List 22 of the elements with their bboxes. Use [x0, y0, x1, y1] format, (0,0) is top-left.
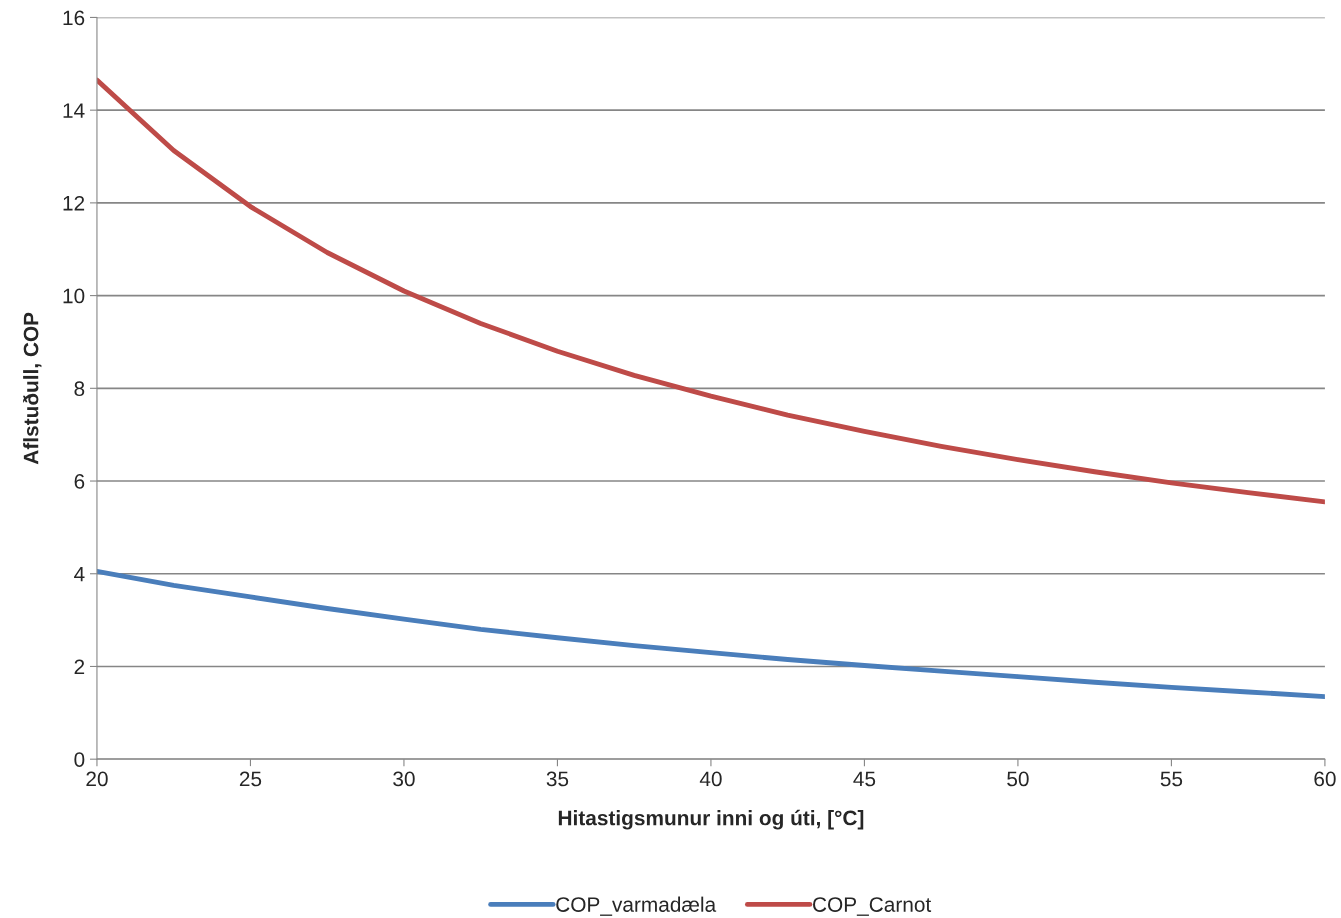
x-tick-label: 20	[86, 771, 108, 787]
y-tick-label: 4	[74, 566, 85, 582]
x-tick-label: 35	[546, 771, 569, 787]
y-tick-label: 16	[63, 10, 85, 26]
y-tick-label: 0	[74, 752, 85, 767]
x-tick-label: 40	[699, 771, 722, 787]
legend-label: COP_varmadæla	[556, 896, 717, 916]
x-tick-label: 50	[1007, 771, 1029, 787]
x-tick-label: 55	[1160, 771, 1183, 787]
x-tick-label: 30	[393, 771, 415, 787]
y-tick-label: 6	[74, 474, 85, 489]
x-axis-title: Hitastigsmunur inni og úti, [°C]	[558, 809, 864, 830]
y-tick-label: 10	[63, 288, 85, 304]
y-tick-label: 12	[63, 195, 85, 211]
x-tick-label: 25	[239, 771, 262, 787]
x-tick-label: 45	[853, 771, 876, 787]
legend-label: COP_Carnot	[813, 897, 932, 916]
y-axis-title: Aflstuðull, COP	[22, 312, 42, 465]
y-tick-label: 8	[74, 381, 85, 397]
x-tick-label: 60	[1314, 771, 1336, 787]
y-tick-label: 14	[63, 103, 85, 118]
y-tick-label: 2	[74, 659, 85, 675]
